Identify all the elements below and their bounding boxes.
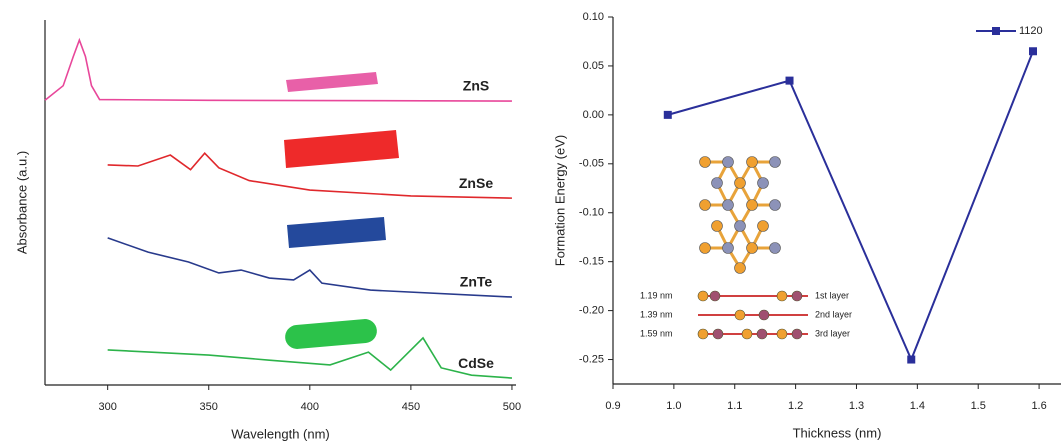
inset-layer: 1st layer [815,290,849,300]
inset-thickness: 1.39 nm [640,309,673,319]
series-label: ZnTe [460,274,493,290]
x-tick-label: 0.9 [605,400,620,412]
nanowire-icon [286,72,378,92]
y-tick-label: -0.25 [579,353,604,365]
inset-thickness: 1.59 nm [640,328,673,338]
nanowire-icon [287,217,386,248]
y-axis-label: Formation Energy (eV) [552,135,567,267]
x-tick-label: 1.4 [910,400,925,412]
x-axis-label: Thickness (nm) [793,425,882,440]
y-tick-label: 0.05 [583,60,604,72]
y-tick-label: -0.15 [579,256,604,268]
x-tick-label: 500 [503,401,521,413]
x-axis-label: Wavelength (nm) [231,426,330,441]
inset-layer: 2nd layer [815,309,852,319]
x-tick-label: 1.3 [849,400,864,412]
inset-layer: 3rd layer [815,328,850,338]
nanowire-icon [284,318,378,350]
legend-marker [992,27,1000,35]
inset-atoms [700,157,781,274]
series-line [108,238,512,297]
x-tick-label: 1.2 [788,400,803,412]
y-tick-label: -0.10 [579,207,604,219]
inset-layers: 1.19 nm 1.39 nm 1.59 nm 1st layer 2nd la… [640,290,852,339]
x-tick-label: 1.5 [971,400,986,412]
figure: 1.19 nm 1.39 nm 1.59 nm 1st layer 2nd la… [0,0,1062,442]
series-line [45,40,512,101]
x-tick-label: 400 [301,401,319,413]
marker [786,77,794,85]
marker [1029,47,1037,55]
x-tick-label: 450 [402,401,420,413]
y-tick-label: 0.00 [583,109,604,121]
series-label: CdSe [458,355,494,371]
page: 1.19 nm 1.39 nm 1.59 nm 1st layer 2nd la… [0,0,1062,442]
y-tick-label: -0.20 [579,305,604,317]
x-tick-label: 1.6 [1031,400,1046,412]
x-tick-label: 350 [200,401,218,413]
marker [664,111,672,119]
y-axis-label: Absorbance (a.u.) [14,151,29,254]
legend-label: 1120 [1019,25,1043,37]
series-label: ZnSe [459,175,493,191]
y-tick-label: -0.05 [579,158,604,170]
nanowire-icon [284,130,399,168]
x-tick-label: 1.1 [727,400,742,412]
x-tick-label: 1.0 [666,400,681,412]
series-label: ZnS [463,78,489,94]
marker [907,356,915,364]
x-tick-label: 300 [98,401,116,413]
y-tick-label: 0.10 [583,11,604,23]
inset-thickness: 1.19 nm [640,290,673,300]
